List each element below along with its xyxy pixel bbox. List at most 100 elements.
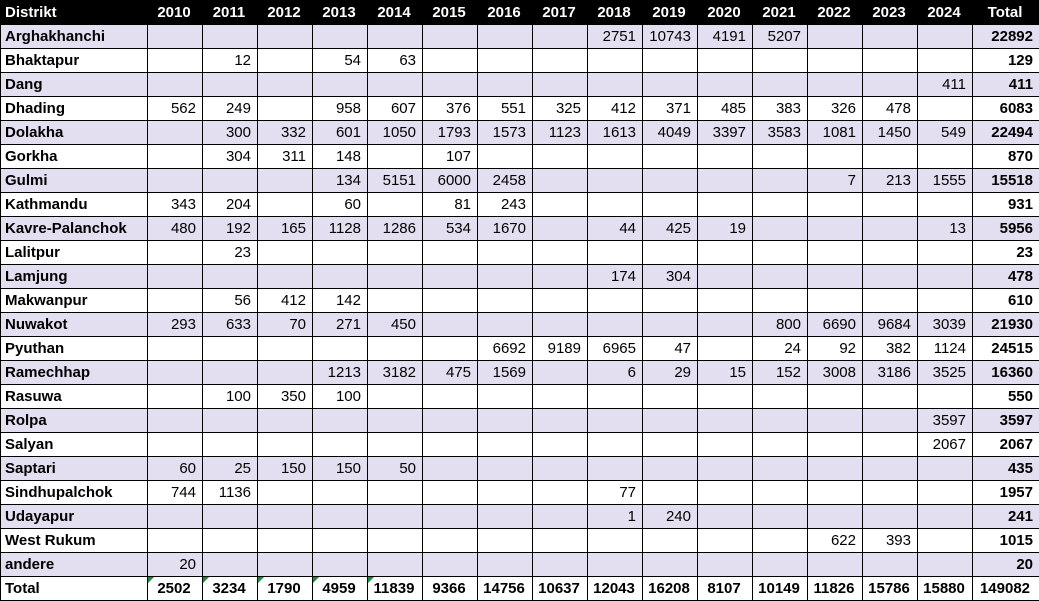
year-value <box>587 432 643 457</box>
year-value: 60 <box>147 456 203 481</box>
year-value <box>532 24 588 49</box>
year-value <box>367 432 423 457</box>
year-value <box>532 528 588 553</box>
year-total: 4959 <box>312 576 368 601</box>
year-value: 107 <box>422 144 478 169</box>
year-value <box>862 48 918 73</box>
year-value <box>202 264 258 289</box>
year-value: 70 <box>257 312 313 337</box>
district-name: Dang <box>0 72 148 97</box>
year-value <box>697 504 753 529</box>
district-name: Arghakhanchi <box>0 24 148 49</box>
year-value <box>422 264 478 289</box>
year-value <box>532 552 588 577</box>
district-name: Salyan <box>0 432 148 457</box>
year-value <box>862 144 918 169</box>
year-value <box>587 240 643 265</box>
year-value <box>477 72 533 97</box>
year-value: 142 <box>312 288 368 313</box>
year-value <box>807 240 863 265</box>
year-value <box>587 72 643 97</box>
year-value <box>917 48 973 73</box>
year-value <box>257 552 313 577</box>
year-value <box>257 96 313 121</box>
year-value: 304 <box>202 144 258 169</box>
year-value: 148 <box>312 144 368 169</box>
year-value <box>257 336 313 361</box>
year-value <box>477 384 533 409</box>
year-value <box>532 48 588 73</box>
year-value <box>752 168 808 193</box>
year-value <box>202 552 258 577</box>
year-value: 300 <box>202 120 258 145</box>
year-total: 3234 <box>202 576 258 601</box>
year-value: 633 <box>202 312 258 337</box>
table-row: Rolpa 3597 3597 <box>0 408 1039 433</box>
year-value: 325 <box>532 96 588 121</box>
year-value: 383 <box>752 96 808 121</box>
year-value <box>917 192 973 217</box>
year-value: 601 <box>312 120 368 145</box>
year-value <box>367 552 423 577</box>
table-row: Lalitpur 23 23 <box>0 240 1039 265</box>
year-value: 152 <box>752 360 808 385</box>
year-value <box>477 264 533 289</box>
year-value <box>807 384 863 409</box>
year-value: 5207 <box>752 24 808 49</box>
year-value <box>862 264 918 289</box>
year-value <box>917 240 973 265</box>
year-value: 213 <box>862 168 918 193</box>
year-value <box>367 264 423 289</box>
year-value: 534 <box>422 216 478 241</box>
year-value: 1793 <box>422 120 478 145</box>
year-value <box>642 432 698 457</box>
year-value: 134 <box>312 168 368 193</box>
year-value <box>422 552 478 577</box>
year-total: 11826 <box>807 576 863 601</box>
year-value <box>257 504 313 529</box>
year-value <box>807 24 863 49</box>
year-value <box>532 264 588 289</box>
total-row: Total 2502 3234 1790 4959 11839 9366 14756 10637… <box>0 576 1039 601</box>
year-value <box>147 408 203 433</box>
year-value: 6965 <box>587 336 643 361</box>
year-value: 24 <box>752 336 808 361</box>
row-total: 1957 <box>972 480 1039 505</box>
table-row: Saptari 60 25 150 150 50 435 <box>0 456 1039 481</box>
year-value: 3583 <box>752 120 808 145</box>
year-value <box>917 456 973 481</box>
year-total: 1790 <box>257 576 313 601</box>
table-row: Kathmandu 343 204 60 81 243 931 <box>0 192 1039 217</box>
district-name: Makwanpur <box>0 288 148 313</box>
table-row: Salyan 2067 2067 <box>0 432 1039 457</box>
year-value: 450 <box>367 312 423 337</box>
table-row: Makwanpur 56 412 142 610 <box>0 288 1039 313</box>
column-header-year: 2011 <box>202 0 258 25</box>
table-row: Dolakha 300 332 601 1050 1793 1573 1123 1613 4049… <box>0 120 1039 145</box>
year-total: 11839 <box>367 576 423 601</box>
year-value <box>202 24 258 49</box>
year-value <box>147 48 203 73</box>
year-value <box>367 192 423 217</box>
year-value <box>917 96 973 121</box>
year-value: 4049 <box>642 120 698 145</box>
year-value <box>367 528 423 553</box>
year-value <box>147 336 203 361</box>
year-value <box>477 48 533 73</box>
year-value: 3008 <box>807 360 863 385</box>
year-value: 50 <box>367 456 423 481</box>
year-value <box>752 264 808 289</box>
year-value: 6692 <box>477 336 533 361</box>
year-value: 485 <box>697 96 753 121</box>
year-value <box>807 48 863 73</box>
year-value <box>587 528 643 553</box>
year-value <box>642 480 698 505</box>
year-value <box>642 456 698 481</box>
year-value <box>532 312 588 337</box>
year-value <box>642 288 698 313</box>
year-value <box>532 288 588 313</box>
row-total: 5956 <box>972 216 1039 241</box>
row-total: 3597 <box>972 408 1039 433</box>
year-total: 15880 <box>917 576 973 601</box>
year-value <box>367 288 423 313</box>
